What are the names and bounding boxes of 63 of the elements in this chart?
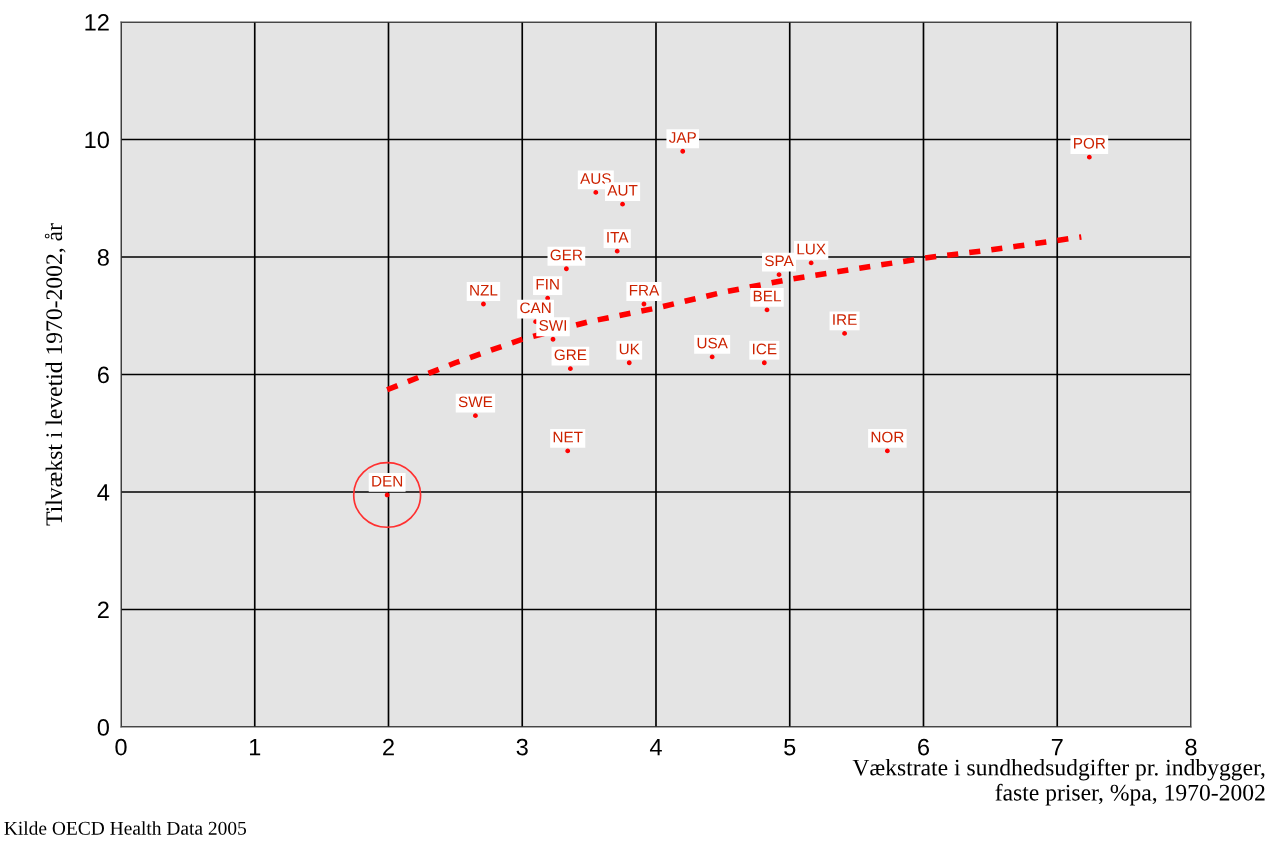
- annotation: NZL: [470, 284, 498, 296]
- y-axis-title: Tilvækst i levetid 1970-2002, år: [44, 223, 66, 526]
- y-tick-label: 2: [97, 601, 109, 619]
- point: [563, 266, 569, 272]
- annotation: ITA: [607, 232, 629, 243]
- x-tick-label: 7: [1051, 738, 1063, 756]
- annotation: BEL: [753, 290, 781, 302]
- annotation: FRA: [629, 284, 660, 296]
- x-tick-label: 2: [383, 738, 394, 756]
- x-tick-label: 4: [649, 738, 662, 756]
- point: [626, 360, 632, 366]
- x-tick-label: 0: [115, 738, 127, 756]
- y-tick-label: 0: [97, 719, 109, 736]
- annotation: GRE: [554, 349, 587, 361]
- annotation: NOR: [871, 431, 904, 443]
- text: Kilde OECD Health Data 2005: [4, 821, 247, 835]
- annotation: AUS: [580, 173, 611, 184]
- x-tick-label: 8: [1185, 738, 1197, 756]
- annotation: SWI: [539, 320, 567, 331]
- point: [614, 248, 620, 254]
- annotation: NET: [553, 431, 583, 443]
- annotation: AUT: [607, 185, 638, 196]
- annotation: JAP: [668, 132, 696, 143]
- annotation: DEN: [372, 475, 403, 487]
- annotation: SPA: [765, 255, 794, 267]
- point: [567, 366, 573, 372]
- point: [808, 260, 814, 266]
- point: [550, 336, 556, 342]
- point: [884, 448, 890, 454]
- point: [842, 330, 847, 336]
- y-tick-label: 10: [85, 131, 109, 149]
- point: [1086, 154, 1092, 160]
- annotation: UK: [619, 343, 640, 355]
- point: [709, 354, 715, 360]
- annotation: USA: [697, 337, 728, 349]
- annotation: SWE: [458, 396, 493, 408]
- point: [641, 301, 647, 307]
- point: [761, 360, 767, 366]
- annotation: IRE: [833, 314, 857, 325]
- x-axis-title: Vækstrate i sundhedsudgifter pr. indbygger, faste priser, %pa, 1970-2002: [852, 758, 1265, 806]
- annotation: CAN: [520, 302, 551, 314]
- point: [764, 307, 770, 313]
- point: [473, 413, 478, 419]
- point: [545, 295, 551, 301]
- x-tick-label: 3: [516, 738, 528, 756]
- y-tick-label: 4: [97, 484, 110, 501]
- point: [481, 301, 486, 307]
- annotation: ICE: [753, 343, 777, 355]
- point: [680, 148, 686, 154]
- annotation: GER: [550, 249, 583, 261]
- point: [593, 189, 599, 195]
- y-tick-label: 6: [97, 366, 109, 384]
- x-tick-label: 5: [784, 738, 796, 756]
- y-tick-label: 12: [85, 14, 109, 31]
- point: [565, 448, 571, 454]
- annotation: FIN: [536, 279, 559, 290]
- annotation: POR: [1074, 137, 1106, 149]
- annotation: LUX: [797, 243, 826, 255]
- x-tick-label: 1: [249, 738, 261, 756]
- point: [776, 272, 782, 278]
- y-tick-label: 8: [97, 249, 109, 266]
- point: [620, 201, 625, 207]
- x-tick-label: 6: [918, 738, 930, 756]
